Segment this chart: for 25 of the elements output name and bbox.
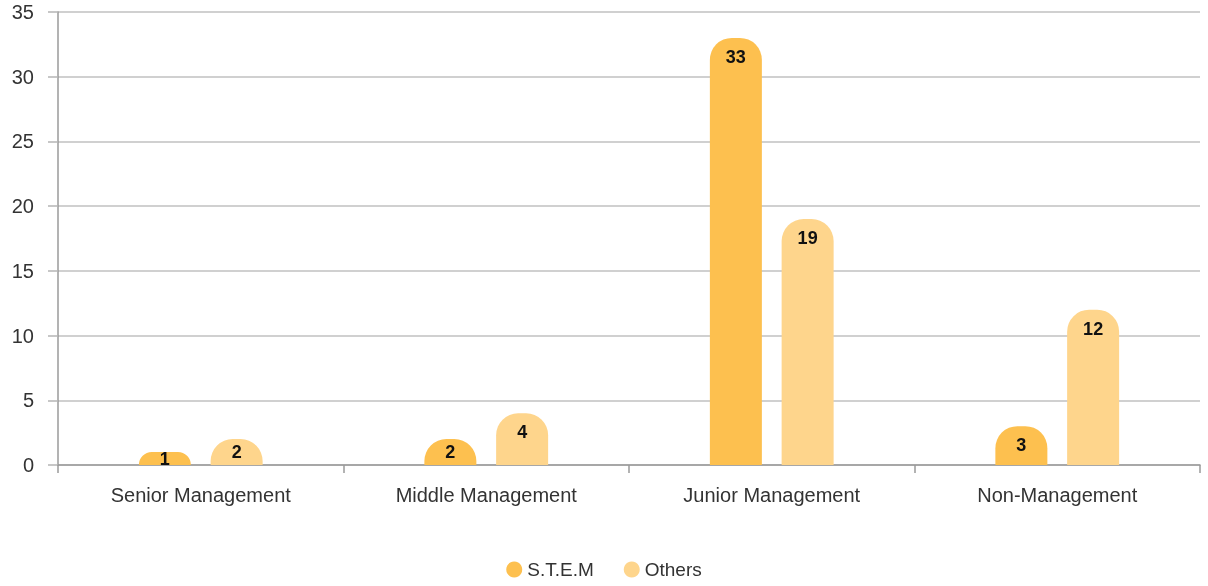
y-tick-label: 25 <box>11 130 34 153</box>
y-tick-label: 5 <box>22 389 34 412</box>
y-tick-label: 30 <box>11 65 34 88</box>
bar <box>1067 309 1120 465</box>
data-label: 12 <box>1083 318 1104 339</box>
x-tick-label: Junior Management <box>683 484 861 506</box>
bar <box>781 219 834 465</box>
y-tick-label: 20 <box>11 195 34 218</box>
data-label: 1 <box>159 448 170 469</box>
data-label: 33 <box>725 46 746 67</box>
legend-label: S.T.E.M <box>527 559 594 580</box>
data-label: 2 <box>445 442 456 463</box>
y-tick-label: 10 <box>11 324 34 347</box>
y-tick-label: 15 <box>11 259 34 282</box>
data-label: 3 <box>1016 435 1027 456</box>
data-label: 2 <box>231 442 242 463</box>
x-tick-label: Middle Management <box>395 484 578 506</box>
y-tick-label: 35 <box>11 1 34 23</box>
data-label: 4 <box>517 422 528 443</box>
legend-label: Others <box>644 559 702 580</box>
y-tick-label: 0 <box>22 454 34 476</box>
data-label: 19 <box>797 228 818 249</box>
x-tick-label: Non-Management <box>977 484 1138 506</box>
x-tick-label: Senior Management <box>110 484 292 506</box>
bar <box>709 37 762 465</box>
